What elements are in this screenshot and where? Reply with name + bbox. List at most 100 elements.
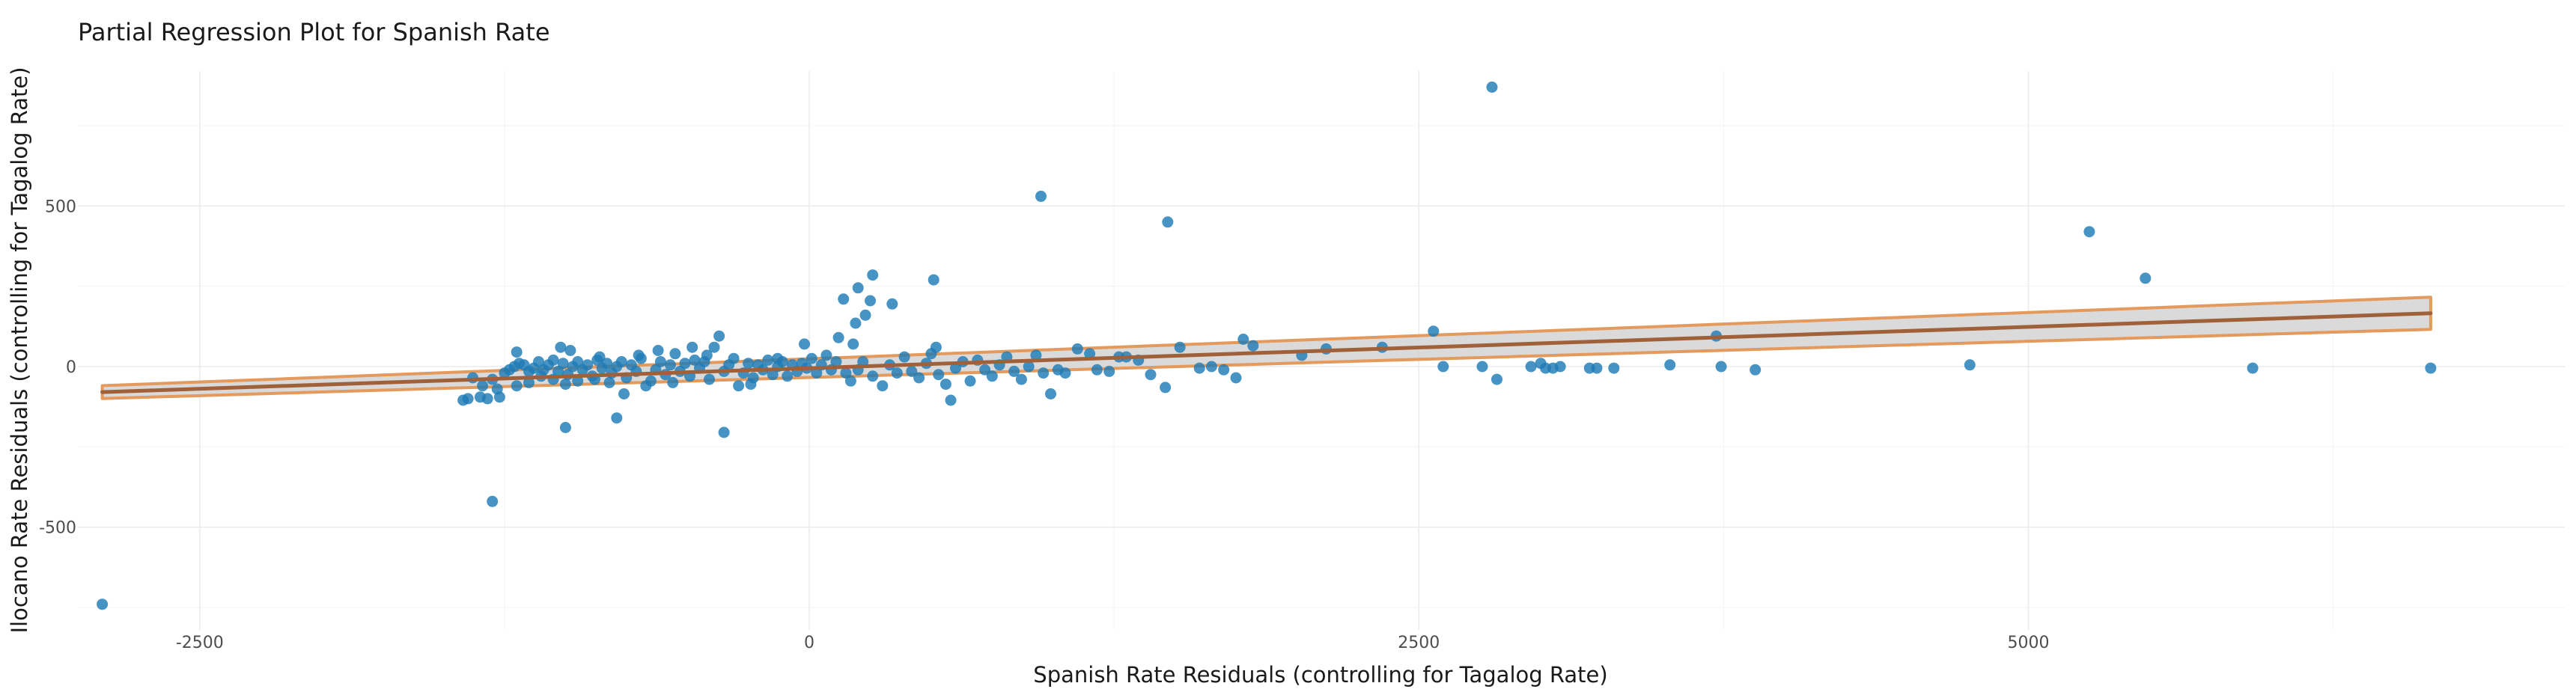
data-point: [743, 358, 755, 370]
data-point: [886, 298, 898, 310]
data-point: [1750, 364, 1762, 376]
data-point: [601, 358, 613, 370]
data-point: [782, 370, 794, 382]
data-point: [772, 352, 784, 364]
data-point: [1008, 365, 1020, 377]
data-point: [97, 598, 109, 610]
data-point: [1035, 190, 1047, 202]
data-point: [557, 358, 569, 370]
data-points: [97, 82, 2437, 610]
data-point: [603, 376, 615, 388]
data-point: [491, 383, 503, 395]
data-point: [679, 358, 691, 370]
data-point: [704, 373, 715, 385]
data-point: [708, 341, 720, 353]
data-point: [986, 370, 998, 382]
data-point: [477, 380, 489, 392]
data-point: [979, 364, 991, 376]
data-point: [1218, 364, 1230, 376]
data-point: [664, 359, 676, 371]
data-point: [940, 379, 951, 391]
data-point: [950, 362, 961, 374]
data-point: [713, 330, 725, 342]
data-point: [1491, 373, 1502, 385]
data-point: [1193, 362, 1205, 374]
data-point: [1174, 341, 1186, 353]
data-point: [511, 380, 523, 392]
confidence-band: [100, 295, 2432, 400]
data-point: [1030, 349, 1042, 361]
data-point: [928, 274, 940, 286]
x-tick-label: -2500: [176, 634, 224, 652]
data-point: [852, 282, 864, 294]
data-point: [898, 351, 910, 363]
data-point: [667, 376, 679, 388]
data-point: [1964, 359, 1976, 371]
fit-line: [100, 311, 2433, 394]
data-point: [1160, 382, 1172, 394]
data-point: [1664, 359, 1676, 371]
data-point: [523, 376, 535, 388]
data-point: [686, 341, 698, 353]
data-point: [1059, 367, 1071, 379]
data-point: [474, 391, 486, 403]
x-tick-label: 5000: [2007, 634, 2049, 652]
x-axis-title: Spanish Rate Residuals (controlling for …: [1033, 662, 1607, 688]
data-point: [1525, 361, 1537, 373]
data-point: [559, 422, 571, 433]
data-point: [1205, 361, 1217, 373]
data-point: [877, 380, 889, 392]
data-point: [457, 394, 469, 406]
data-point: [867, 370, 879, 382]
data-point: [799, 338, 810, 350]
data-point: [745, 379, 757, 391]
data-point: [733, 380, 745, 392]
data-point: [762, 354, 774, 366]
data-point: [844, 375, 856, 387]
data-point: [1230, 372, 1242, 384]
data-point: [925, 348, 937, 360]
data-point: [830, 356, 842, 367]
data-point: [615, 356, 627, 367]
data-point: [594, 351, 606, 363]
data-point: [2425, 362, 2437, 374]
data-point: [1091, 364, 1103, 376]
data-point: [669, 348, 681, 360]
data-point: [945, 394, 957, 406]
data-point: [867, 269, 879, 281]
data-point: [1486, 82, 1498, 93]
data-point: [1247, 340, 1259, 352]
data-point: [847, 338, 859, 350]
data-point: [2083, 226, 2095, 238]
data-point: [728, 352, 740, 364]
data-point: [559, 379, 571, 391]
data-point: [1237, 334, 1249, 345]
data-point: [820, 349, 832, 361]
data-point: [633, 349, 645, 361]
x-axis-ticks: -2500 0 2500 5000: [176, 634, 2050, 652]
fit-line-layer: [100, 311, 2433, 394]
chart-title: Partial Regression Plot for Spanish Rate: [78, 18, 550, 46]
data-point: [1023, 361, 1035, 373]
grid-lines: [78, 71, 2565, 630]
data-point: [547, 354, 559, 366]
data-point: [2140, 272, 2152, 284]
data-point: [654, 356, 666, 367]
data-point: [1715, 361, 1727, 373]
data-point: [1476, 361, 1488, 373]
data-point: [652, 345, 664, 356]
y-tick-label: -500: [39, 519, 76, 538]
data-point: [811, 367, 823, 379]
data-point: [859, 309, 871, 321]
data-point: [1045, 388, 1056, 399]
data-point: [572, 375, 584, 387]
data-point: [1103, 365, 1115, 377]
y-tick-label: 0: [66, 358, 76, 377]
data-point: [555, 341, 567, 353]
confidence-band-layer: [100, 295, 2432, 400]
data-point: [718, 426, 730, 438]
data-point: [564, 345, 576, 356]
y-tick-label: 500: [45, 197, 76, 216]
data-point: [487, 495, 499, 507]
